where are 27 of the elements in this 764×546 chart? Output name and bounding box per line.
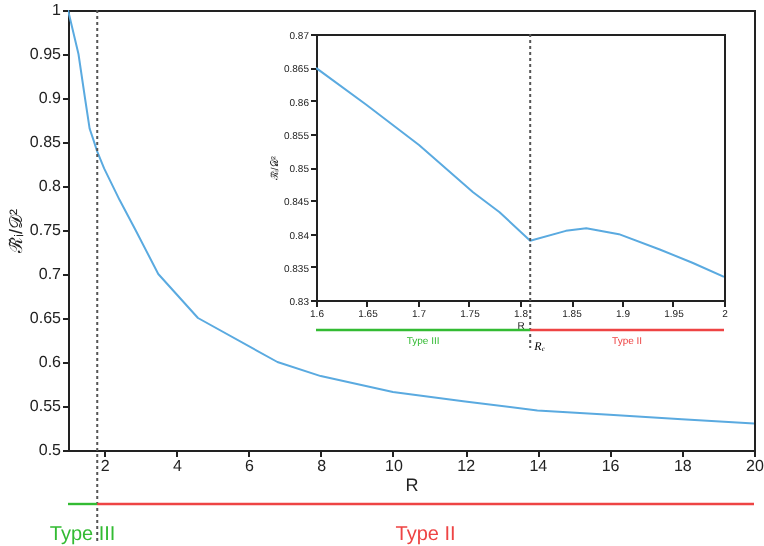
y-tick-label: 0.7 (38, 265, 63, 283)
x-tick-label: 12 (457, 457, 477, 475)
x-tick-label: 18 (673, 457, 693, 475)
y-tick-label: 0.5 (38, 441, 63, 459)
y-tick-label: 0.6 (38, 353, 63, 371)
x-tick-label: 14 (529, 457, 549, 475)
y-tick-label: 0.75 (29, 221, 63, 239)
x-tick-label: 16 (601, 457, 621, 475)
y-tick-label: 0.8 (38, 177, 63, 195)
y-tick-label: 0.95 (29, 45, 63, 63)
x-tick-label: 20 (746, 457, 764, 475)
y-axis-title: ℛ̃ᵢ/𝒟² (5, 209, 26, 255)
y-tick-label: 0.85 (29, 133, 63, 151)
line-series (68, 10, 754, 425)
y-tick-label: 0.55 (29, 397, 63, 415)
x-tick-label: 4 (172, 457, 183, 475)
text: Type II (395, 524, 456, 546)
x-axis-title: R (405, 475, 420, 495)
line-series (316, 66, 724, 278)
y-tick-label: 1 (52, 1, 63, 19)
x-tick-label: 8 (317, 457, 328, 475)
x-tick-label: 10 (385, 457, 404, 475)
y-tick-label: 0.9 (38, 89, 63, 107)
x-tick-label: 6 (245, 457, 256, 475)
x-tick-label: 2 (100, 457, 111, 475)
y-tick-label: 0.65 (29, 309, 63, 327)
text: Type III (49, 524, 116, 546)
